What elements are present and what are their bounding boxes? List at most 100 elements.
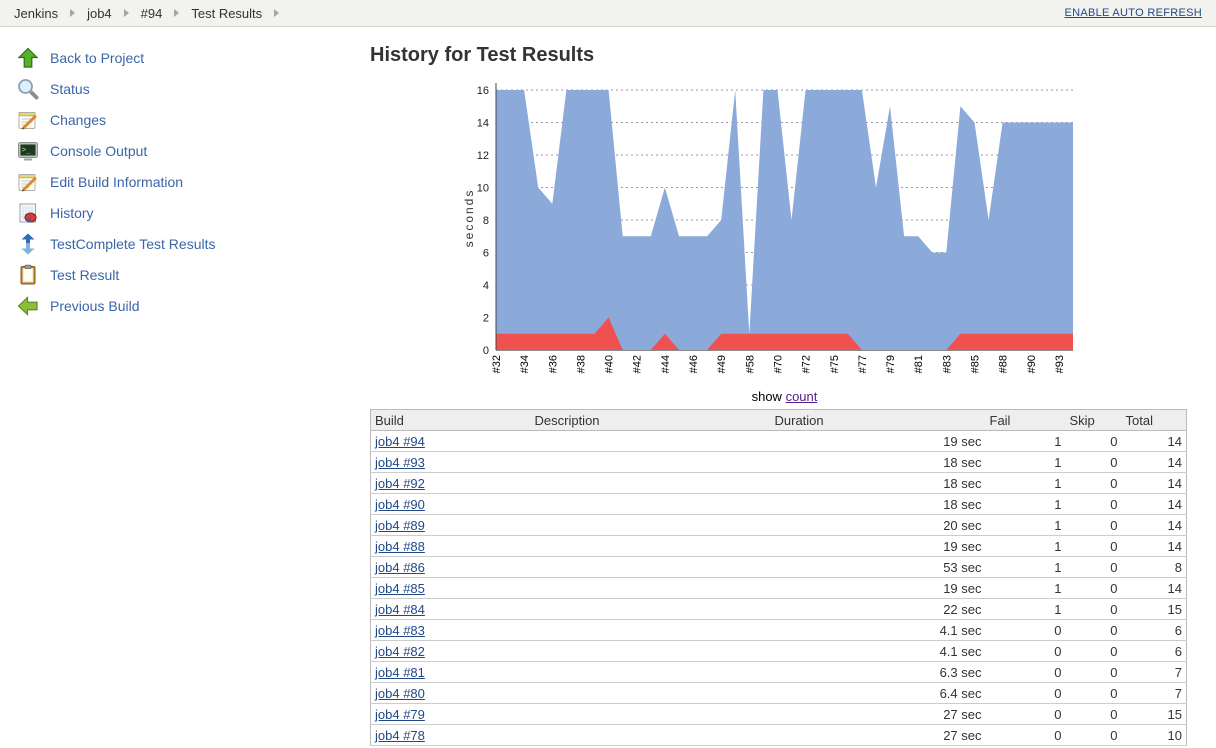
sidebar-item-label: Changes bbox=[50, 111, 107, 128]
description-cell bbox=[530, 493, 771, 515]
fail-cell: 1 bbox=[985, 451, 1066, 473]
svg-text:#88: #88 bbox=[998, 355, 1010, 373]
description-cell bbox=[530, 451, 771, 473]
table-row: job4 #78 27 sec 0 0 10 bbox=[370, 724, 1187, 746]
skip-cell: 0 bbox=[1065, 472, 1122, 494]
svg-text:#58: #58 bbox=[744, 355, 756, 373]
sidebar-item-back-to-project[interactable]: Back to Project bbox=[16, 42, 370, 73]
sidebar-item-testcomplete-test-results[interactable]: TestComplete Test Results bbox=[16, 228, 370, 259]
notepad-icon bbox=[16, 170, 40, 194]
table-row: job4 #92 18 sec 1 0 14 bbox=[370, 472, 1187, 494]
svg-text:8: 8 bbox=[483, 215, 489, 227]
show-label: show bbox=[751, 389, 782, 404]
skip-cell: 0 bbox=[1065, 556, 1122, 578]
sidebar-item-status[interactable]: Status bbox=[16, 73, 370, 104]
duration-cell: 4.1 sec bbox=[770, 619, 986, 641]
column-header-skip[interactable]: Skip bbox=[1065, 409, 1122, 431]
total-cell: 6 bbox=[1121, 640, 1187, 662]
build-cell: job4 #90 bbox=[370, 493, 531, 515]
svg-text:14: 14 bbox=[477, 118, 489, 130]
build-link[interactable]: job4 #88 bbox=[375, 538, 425, 554]
total-cell: 10 bbox=[1121, 724, 1187, 746]
breadcrumb-item[interactable]: Test Results bbox=[191, 5, 263, 21]
table-row: job4 #85 19 sec 1 0 14 bbox=[370, 577, 1187, 599]
build-link[interactable]: job4 #83 bbox=[375, 622, 425, 638]
build-cell: job4 #79 bbox=[370, 703, 531, 725]
build-cell: job4 #88 bbox=[370, 535, 531, 557]
sidebar-item-edit-build-information[interactable]: Edit Build Information bbox=[16, 166, 370, 197]
build-link[interactable]: job4 #84 bbox=[375, 601, 425, 617]
total-cell: 15 bbox=[1121, 598, 1187, 620]
svg-text:2: 2 bbox=[483, 313, 489, 325]
build-link[interactable]: job4 #81 bbox=[375, 664, 425, 680]
skip-cell: 0 bbox=[1065, 451, 1122, 473]
sidebar-item-test-result[interactable]: Test Result bbox=[16, 259, 370, 290]
build-link[interactable]: job4 #90 bbox=[375, 496, 425, 512]
breadcrumb-separator-icon bbox=[70, 9, 76, 17]
duration-cell: 4.1 sec bbox=[770, 640, 986, 662]
column-header-total[interactable]: Total bbox=[1121, 409, 1187, 431]
pie-document-icon bbox=[16, 201, 40, 225]
enable-auto-refresh-link[interactable]: ENABLE AUTO REFRESH bbox=[1064, 7, 1202, 19]
sidebar-item-changes[interactable]: Changes bbox=[16, 104, 370, 135]
fail-cell: 1 bbox=[985, 556, 1066, 578]
sidebar-item-history[interactable]: History bbox=[16, 197, 370, 228]
build-cell: job4 #82 bbox=[370, 640, 531, 662]
build-cell: job4 #86 bbox=[370, 556, 531, 578]
breadcrumb-separator-icon bbox=[174, 9, 180, 17]
duration-cell: 18 sec bbox=[770, 493, 986, 515]
svg-text:#38: #38 bbox=[575, 355, 587, 373]
sidebar-item-console-output[interactable]: >_ Console Output bbox=[16, 135, 370, 166]
build-link[interactable]: job4 #92 bbox=[375, 475, 425, 491]
svg-text:#40: #40 bbox=[604, 355, 616, 373]
show-count-link[interactable]: count bbox=[785, 389, 818, 404]
build-link[interactable]: job4 #82 bbox=[375, 643, 425, 659]
total-cell: 14 bbox=[1121, 514, 1187, 536]
column-header-description[interactable]: Description bbox=[530, 409, 771, 431]
skip-cell: 0 bbox=[1065, 619, 1122, 641]
fail-cell: 0 bbox=[985, 703, 1066, 725]
build-link[interactable]: job4 #78 bbox=[375, 727, 425, 743]
build-cell: job4 #93 bbox=[370, 451, 531, 473]
description-cell bbox=[530, 430, 771, 452]
build-cell: job4 #89 bbox=[370, 514, 531, 536]
svg-text:#75: #75 bbox=[829, 355, 841, 373]
terminal-icon: >_ bbox=[16, 139, 40, 163]
build-link[interactable]: job4 #86 bbox=[375, 559, 425, 575]
column-header-build[interactable]: Build bbox=[370, 409, 531, 431]
fail-cell: 1 bbox=[985, 535, 1066, 557]
breadcrumb-item[interactable]: #94 bbox=[140, 5, 163, 21]
test-history-table: Build Description Duration Fail Skip Total jo… bbox=[370, 409, 1187, 746]
skip-cell: 0 bbox=[1065, 430, 1122, 452]
svg-text:>_: >_ bbox=[22, 145, 32, 154]
build-cell: job4 #92 bbox=[370, 472, 531, 494]
main-panel: History for Test Results seconds 0 2 4 6 8 10… bbox=[370, 27, 1188, 746]
skip-cell: 0 bbox=[1065, 724, 1122, 746]
breadcrumb-item[interactable]: job4 bbox=[87, 5, 112, 21]
page-title: History for Test Results bbox=[370, 44, 595, 66]
svg-text:6: 6 bbox=[483, 248, 489, 260]
fail-cell: 1 bbox=[985, 430, 1066, 452]
svg-text:#79: #79 bbox=[885, 355, 897, 373]
build-link[interactable]: job4 #79 bbox=[375, 706, 425, 722]
description-cell bbox=[530, 556, 771, 578]
description-cell bbox=[530, 577, 771, 599]
description-cell bbox=[530, 514, 771, 536]
svg-text:#77: #77 bbox=[857, 355, 869, 373]
sidebar-item-previous-build[interactable]: Previous Build bbox=[16, 290, 370, 321]
build-link[interactable]: job4 #80 bbox=[375, 685, 425, 701]
table-row: job4 #83 4.1 sec 0 0 6 bbox=[370, 619, 1187, 641]
svg-text:#83: #83 bbox=[941, 355, 953, 373]
build-link[interactable]: job4 #93 bbox=[375, 454, 425, 470]
column-header-fail[interactable]: Fail bbox=[985, 409, 1066, 431]
build-link[interactable]: job4 #89 bbox=[375, 517, 425, 533]
total-cell: 15 bbox=[1121, 703, 1187, 725]
build-link[interactable]: job4 #94 bbox=[375, 433, 425, 449]
breadcrumb-item[interactable]: Jenkins bbox=[14, 5, 59, 21]
column-header-duration[interactable]: Duration bbox=[770, 409, 986, 431]
total-cell: 14 bbox=[1121, 451, 1187, 473]
breadcrumb-separator-icon bbox=[274, 9, 280, 17]
total-cell: 7 bbox=[1121, 661, 1187, 683]
duration-cell: 6.3 sec bbox=[770, 661, 986, 683]
build-link[interactable]: job4 #85 bbox=[375, 580, 425, 596]
